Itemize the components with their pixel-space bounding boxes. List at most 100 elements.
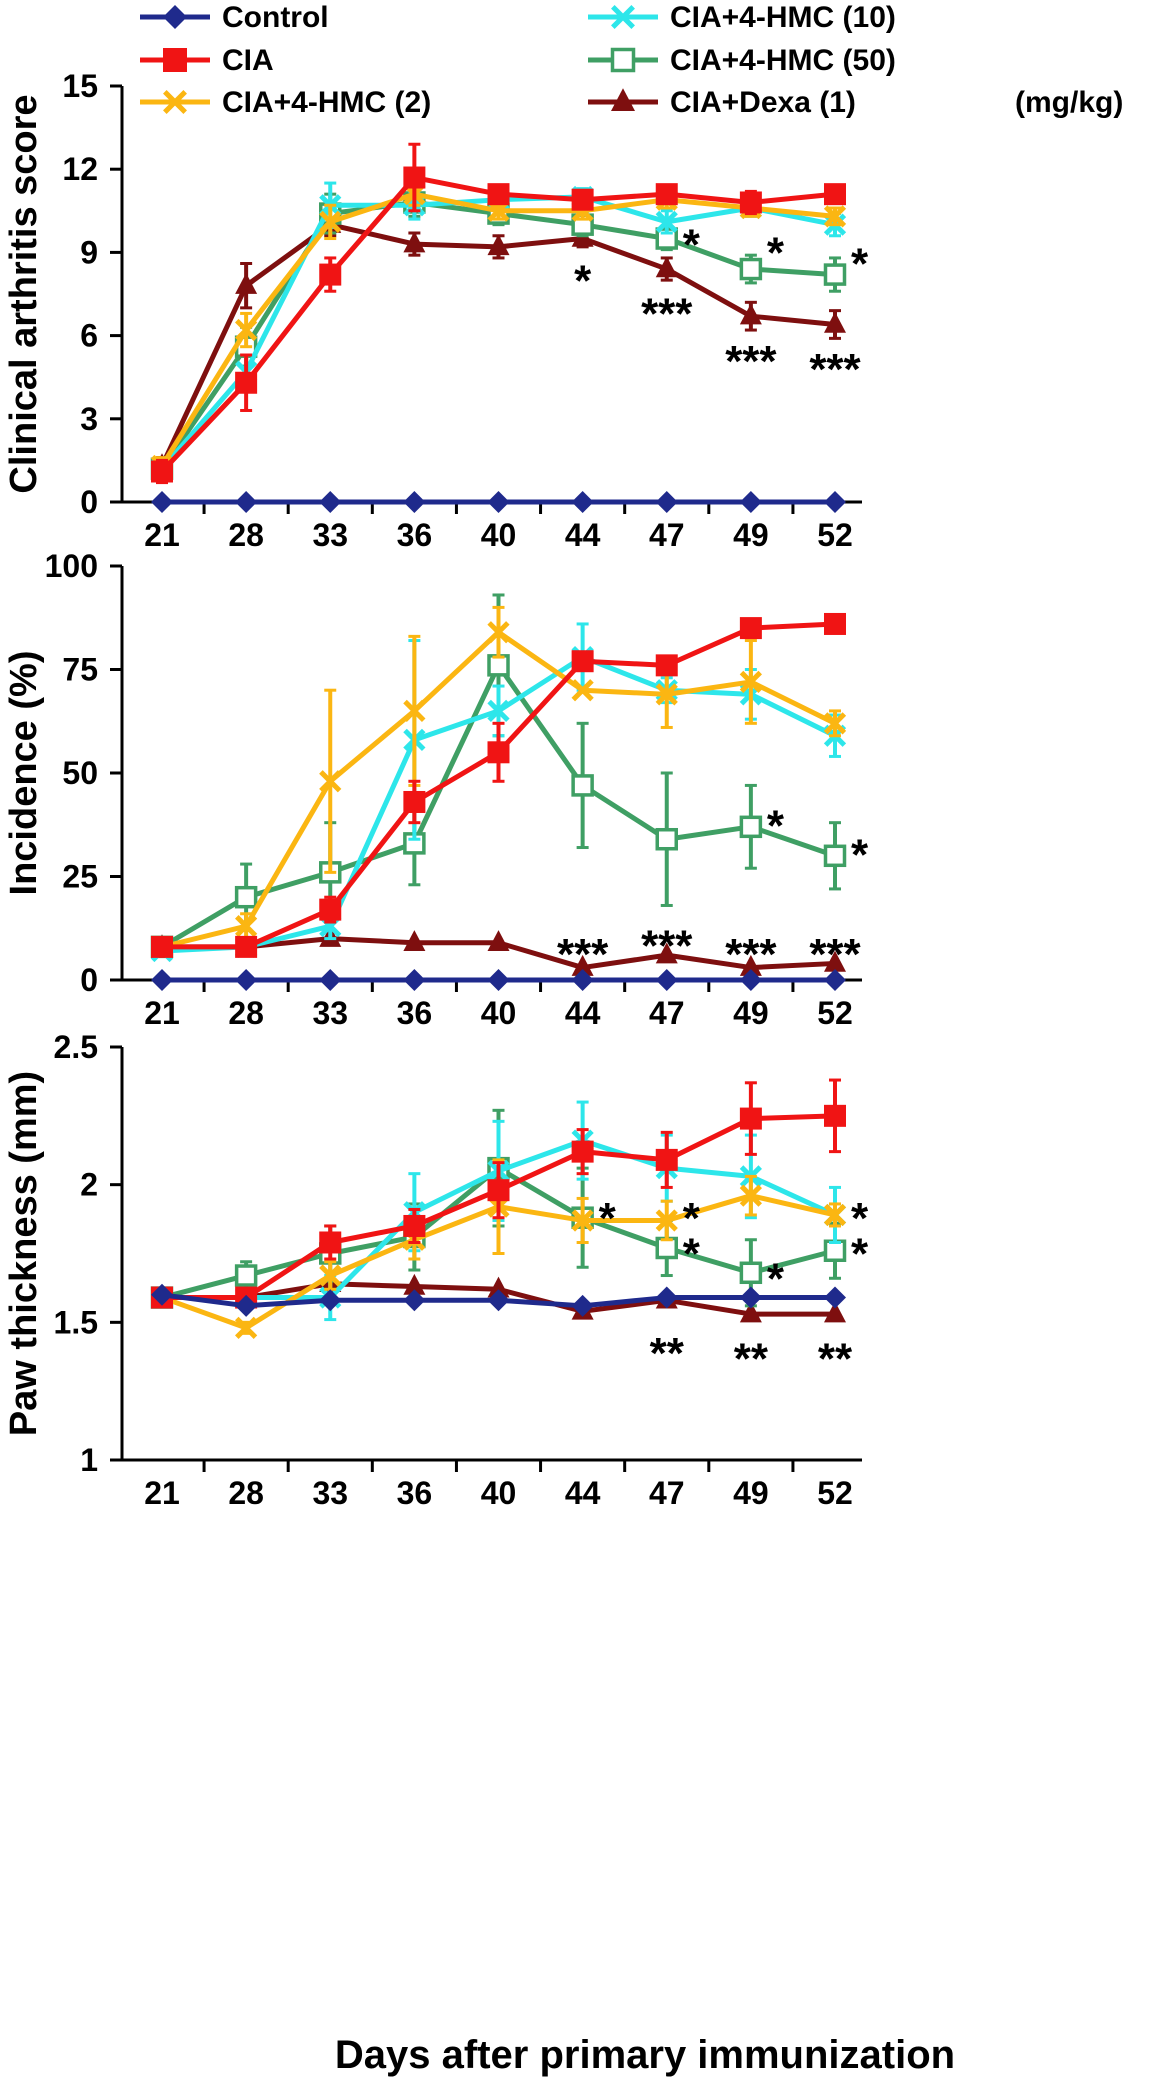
data-point-control (403, 969, 426, 991)
data-point-cia (487, 183, 510, 206)
significance-label: * (599, 1194, 617, 1243)
data-point-hmc2 (655, 683, 678, 706)
data-point-control (739, 1286, 762, 1309)
series-cia (151, 612, 846, 958)
series-control (151, 491, 846, 513)
data-point-hmc2 (571, 679, 594, 702)
x-tick-label: 44 (565, 1475, 601, 1511)
significance-label: *** (809, 345, 861, 394)
data-point-cia (739, 617, 762, 640)
data-point-hmc2 (487, 621, 510, 644)
data-point-cia (319, 898, 342, 921)
data-point-cia (487, 1179, 510, 1202)
data-point-control (571, 969, 594, 991)
legend-marker-control (163, 5, 187, 29)
data-point-control (151, 1283, 173, 1306)
data-point-cia (571, 188, 594, 211)
data-point-cia (403, 1214, 426, 1237)
significance-label: * (851, 831, 869, 880)
x-tick-label: 52 (817, 517, 853, 553)
legend-label-hmc2: CIA+4-HMC (2) (222, 86, 431, 119)
data-point-dexa (824, 311, 846, 333)
data-point-cia (487, 741, 510, 764)
data-point-control (319, 491, 342, 513)
chart-panel-2: 0 25 50 75 100 21 28 33 36 40 44 47 49 52 Incidence (%… (3, 548, 869, 1031)
data-point-control (739, 491, 762, 513)
significance-label: * (574, 256, 592, 305)
data-point-control (151, 969, 173, 991)
data-point-control (655, 969, 678, 991)
legend-marker-hmc2 (163, 90, 187, 114)
data-point-cia (319, 1231, 342, 1254)
data-point-hmc2 (739, 1184, 762, 1207)
data-point-hmc2 (739, 670, 762, 694)
significance-label: * (683, 1230, 701, 1279)
data-point-hmc50 (739, 257, 763, 281)
data-point-hmc50 (655, 827, 678, 851)
x-tick-label: 33 (312, 995, 348, 1031)
data-point-dexa (487, 234, 510, 256)
data-point-cia (319, 263, 342, 286)
significance-label: *** (641, 922, 693, 971)
data-point-control (655, 1286, 678, 1309)
legend-marker-cia (163, 48, 187, 72)
x-tick-label: 21 (144, 1475, 180, 1511)
x-tick-label: 36 (397, 1475, 433, 1511)
x-tick-label: 49 (733, 995, 769, 1031)
x-tick-label: 33 (312, 1475, 348, 1511)
significance-label: *** (809, 930, 861, 979)
data-point-hmc10 (487, 699, 510, 723)
legend-entry-hmc2: CIA+4-HMC (2) (140, 86, 431, 119)
data-point-control (655, 491, 678, 513)
data-point-hmc50 (739, 815, 763, 839)
y-tick-label: 25 (62, 859, 98, 895)
significance-label: * (683, 220, 701, 269)
data-point-hmc2 (823, 712, 847, 735)
data-point-dexa (487, 930, 510, 951)
data-point-control (824, 491, 846, 513)
x-tick-label: 47 (649, 995, 685, 1031)
x-tick-label: 47 (649, 1475, 685, 1511)
x-tick-label: 49 (733, 1475, 769, 1511)
x-tick-label: 40 (481, 995, 517, 1031)
significance-label: *** (557, 930, 609, 979)
x-tick-label: 40 (481, 1475, 517, 1511)
data-point-hmc10 (655, 210, 678, 234)
data-point-cia (571, 1140, 594, 1163)
data-point-control (571, 1294, 594, 1317)
legend: Control CIA CIA+4-HMC (2) CIA+4-HMC (10) CIA… (140, 1, 1123, 119)
y-tick-label: 1.5 (54, 1304, 98, 1340)
data-point-cia (151, 460, 173, 483)
data-point-control (487, 969, 510, 991)
significance-label: ** (650, 1329, 685, 1378)
significance-label: * (851, 1194, 869, 1243)
y-axis-title: Incidence (%) (3, 651, 45, 896)
series-hmc50 (150, 187, 847, 480)
y-axis-title: Clinical arthritis score (3, 94, 45, 493)
x-tick-label: 49 (733, 517, 769, 553)
legend-entry-dexa: CIA+Dexa (1) (mg/kg) (588, 86, 1123, 119)
data-point-cia (235, 371, 258, 394)
legend-label-control: Control (222, 1, 329, 34)
y-axis-title: Paw thickness (mm) (3, 1071, 45, 1436)
data-point-hmc2 (823, 1203, 847, 1227)
data-point-dexa (824, 1301, 846, 1323)
series-hmc2 (150, 605, 847, 958)
legend-marker-hmc10 (611, 5, 635, 29)
data-point-hmc50 (234, 885, 258, 909)
data-point-control (739, 969, 762, 991)
series-control (151, 1283, 846, 1317)
data-point-dexa (403, 930, 426, 951)
y-tick-label: 3 (80, 401, 98, 437)
data-point-control (235, 1294, 258, 1317)
x-tick-label: 40 (481, 517, 517, 553)
y-tick-label: 15 (62, 68, 98, 104)
x-tick-label: 44 (565, 517, 601, 553)
y-tick-label: 75 (62, 652, 98, 688)
data-point-cia (655, 183, 678, 206)
legend-entry-cia: CIA (140, 44, 274, 77)
data-point-hmc50 (823, 1239, 847, 1262)
data-point-cia (151, 935, 173, 958)
